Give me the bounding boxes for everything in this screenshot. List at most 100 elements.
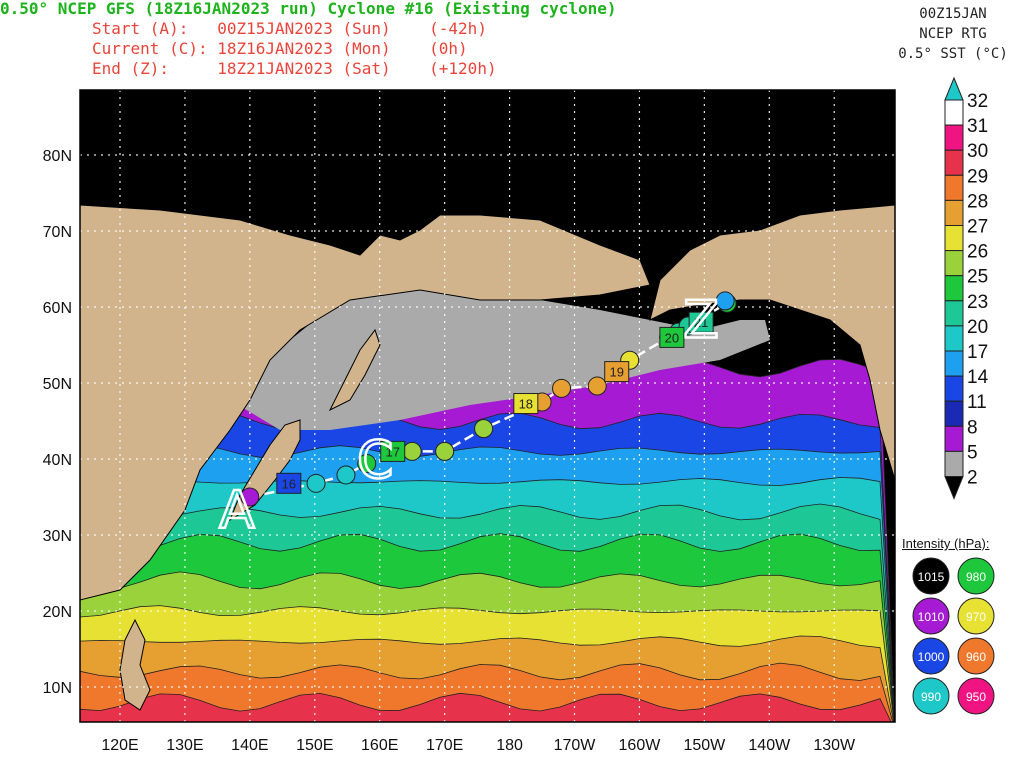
colorbar-label: 5 <box>967 442 978 463</box>
start-marker: A <box>219 480 255 540</box>
svg-text:1010: 1010 <box>918 610 945 624</box>
sst-source: NCEP RTG <box>919 26 987 42</box>
track-point <box>357 454 377 474</box>
svg-text:950: 950 <box>966 690 986 704</box>
latitude-label: 70N <box>43 224 72 241</box>
svg-text:970: 970 <box>966 610 986 624</box>
colorbar-segment <box>944 99 964 126</box>
colorbar-segment <box>944 199 964 226</box>
colorbar-label: 32 <box>967 91 988 112</box>
sst-bands <box>80 358 895 722</box>
svg-text:17: 17 <box>385 444 399 459</box>
colorbar-label: 8 <box>967 417 978 438</box>
latitude-label: 20N <box>43 604 72 621</box>
colorbar-label: 30 <box>967 141 988 162</box>
colorbar-segment <box>944 149 964 176</box>
colorbar-segment <box>944 400 964 427</box>
sst-band <box>80 692 892 722</box>
latitude-label: 80N <box>43 148 72 165</box>
colorbar-segment <box>944 225 964 252</box>
svg-text:16: 16 <box>282 476 296 491</box>
track-point <box>306 473 326 493</box>
track-point <box>240 487 260 507</box>
sst-field: 0.5° SST (°C) <box>898 46 1008 62</box>
longitude-label: 150W <box>683 737 726 754</box>
longitude-label: 130W <box>813 737 856 754</box>
track-point <box>402 441 422 461</box>
longitude-label: 160E <box>361 737 398 754</box>
cold-ocean-area <box>230 290 770 430</box>
colorbar-label: 25 <box>967 267 988 288</box>
latitude-label: 30N <box>43 528 72 545</box>
axis-labels: 80N 70N 60N 50N 40N 30N 20N 10N 120E 130E 140E 150E… <box>43 148 856 754</box>
day-marker: 19 <box>604 361 630 383</box>
svg-text:960: 960 <box>966 650 986 664</box>
intensity-legend-title: Intensity (hPa): <box>902 536 990 551</box>
day-marker: 18 <box>513 393 539 415</box>
svg-text:980: 980 <box>966 570 986 584</box>
day-marker: 16 <box>276 472 302 494</box>
intensity-legend-item: 1015 <box>912 557 950 595</box>
current-marker: C <box>357 431 393 491</box>
colorbar-label: 14 <box>967 367 989 388</box>
longitude-label: 140E <box>231 737 268 754</box>
land-mass <box>119 618 151 711</box>
longitude-label: 130E <box>166 737 203 754</box>
colorbar-top-arrow <box>944 76 964 101</box>
colorbar-segment <box>944 124 964 151</box>
latitude-label: 40N <box>43 452 72 469</box>
longitude-label: 170E <box>426 737 463 754</box>
svg-text:1015: 1015 <box>918 570 945 584</box>
day-marker: 21 <box>688 311 714 333</box>
end-time: End (Z): 18Z21JAN2023 (Sat) (+120h) <box>92 59 497 78</box>
colorbar-segment <box>944 250 964 277</box>
longitude-label: 140W <box>748 737 791 754</box>
colorbar-label: 2 <box>967 468 978 489</box>
longitude-label: 170W <box>554 737 597 754</box>
track-point <box>336 465 356 485</box>
intensity-legend: 1015 980 1010 970 1000 960 990 950 <box>912 557 995 715</box>
sst-valid-time: 00Z15JAN <box>919 6 987 22</box>
latitude-label: 10N <box>43 680 72 697</box>
colorbar-segment <box>944 425 964 452</box>
intensity-legend-item: 970 <box>957 597 995 635</box>
colorbar-label: 29 <box>967 166 988 187</box>
start-time: Start (A): 00Z15JAN2023 (Sun) (-42h) <box>92 19 487 38</box>
colorbar-label: 31 <box>967 116 988 137</box>
colorbar-label: 11 <box>967 392 987 413</box>
intensity-legend-item: 980 <box>957 557 995 595</box>
colorbar-segment <box>944 174 964 201</box>
colorbar-label: 26 <box>967 242 988 263</box>
day-marker: 20 <box>659 326 685 348</box>
latitude-label: 50N <box>43 376 72 393</box>
svg-text:1000: 1000 <box>918 650 945 664</box>
svg-text:18: 18 <box>519 397 533 412</box>
grid-lines <box>80 90 895 722</box>
colorbar-segment <box>944 350 964 377</box>
current-time: Current (C): 18Z16JAN2023 (Mon) (0h) <box>92 39 468 58</box>
colorbar-label: 17 <box>967 342 988 363</box>
colorbar-label: 23 <box>967 292 988 313</box>
intensity-legend-item: 1000 <box>912 637 950 675</box>
intensity-legend-item: 990 <box>912 677 950 715</box>
longitude-label: 150E <box>296 737 333 754</box>
longitude-label: 180 <box>496 737 523 754</box>
map-border <box>79 89 896 723</box>
land-mass <box>80 204 651 601</box>
colorbar-segment <box>944 300 964 327</box>
colorbar-label: 27 <box>967 217 988 238</box>
colorbar-bottom-arrow <box>944 476 964 500</box>
intensity-legend-item: 950 <box>957 677 995 715</box>
colorbar-segment <box>944 375 964 402</box>
track-point <box>715 291 735 311</box>
track-point <box>552 378 572 398</box>
svg-text:990: 990 <box>921 690 941 704</box>
svg-text:20: 20 <box>665 330 679 345</box>
track-point <box>474 419 494 439</box>
svg-text:21: 21 <box>694 315 708 330</box>
map-title: 0.50° NCEP GFS (18Z16JAN2023 run) Cyclon… <box>0 0 617 18</box>
end-marker: Z <box>683 290 719 350</box>
cyclone-track: 16 17 18 19 20 21 A C Z <box>218 289 737 542</box>
intensity-legend-item: 960 <box>957 637 995 675</box>
colorbar-segment <box>944 325 964 352</box>
